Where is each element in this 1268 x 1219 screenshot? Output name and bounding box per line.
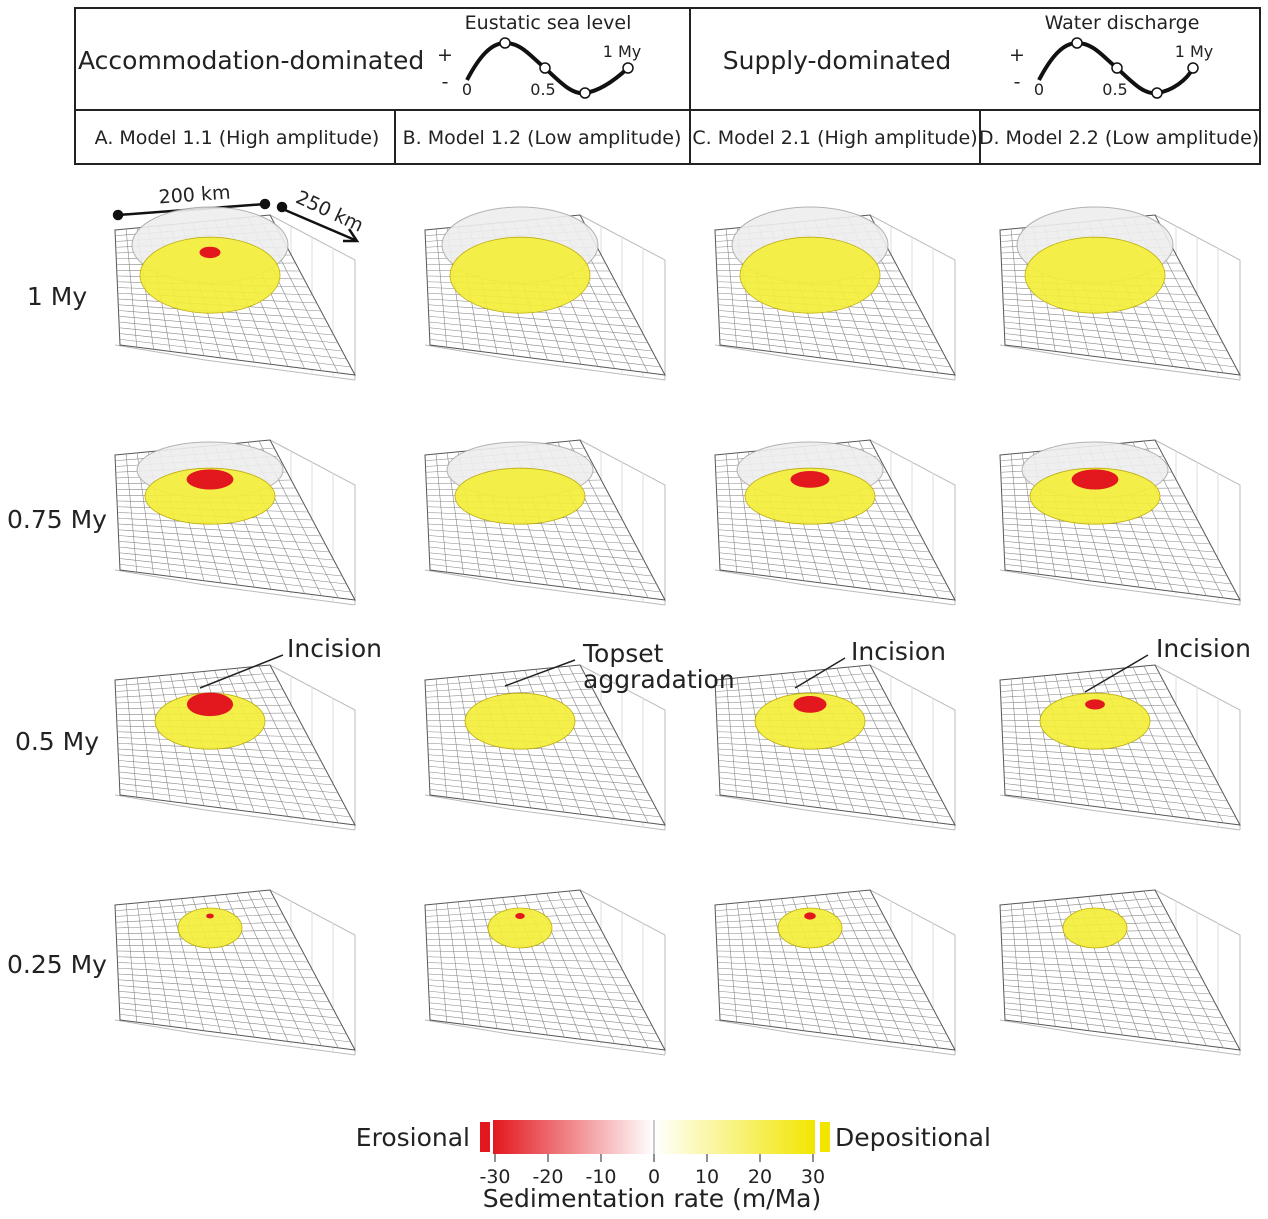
colorbar-label: Sedimentation rate (m/Ma) xyxy=(483,1184,822,1213)
deposit xyxy=(1025,237,1165,313)
figure: Accommodation-dominated Eustatic sea lev… xyxy=(0,0,1268,1215)
t-end: 1 My xyxy=(1175,42,1214,61)
row-label: 1 My xyxy=(27,282,87,311)
annotation: Incision xyxy=(1156,634,1251,663)
t0: 0 xyxy=(1034,80,1044,99)
right-title: Supply-dominated xyxy=(723,46,951,75)
erosion xyxy=(187,693,233,717)
page: Figure {"header":{"left":{"title":"Accom… xyxy=(0,0,1268,1219)
deposit xyxy=(740,237,880,313)
row-label: 0.25 My xyxy=(7,950,107,979)
model-label: C. Model 2.1 (High amplitude) xyxy=(692,127,977,149)
colorbar-right: Depositional xyxy=(835,1123,991,1152)
deposit xyxy=(1063,908,1127,948)
model-label: A. Model 1.1 (High amplitude) xyxy=(95,127,380,149)
curve-label: Eustatic sea level xyxy=(465,12,632,34)
annotation: Incision xyxy=(287,634,382,663)
t-half: 0.5 xyxy=(1102,80,1127,99)
erosion xyxy=(794,696,827,713)
erosion xyxy=(1072,469,1119,489)
minus: - xyxy=(1014,71,1021,93)
plus: + xyxy=(1009,44,1025,66)
plus: + xyxy=(437,44,453,66)
scale-width: 200 km xyxy=(158,182,231,209)
left-title: Accommodation-dominated xyxy=(78,46,424,75)
annotation: Topsetaggradation xyxy=(582,639,735,694)
erosion xyxy=(206,914,214,919)
deposit xyxy=(455,468,585,524)
deposit xyxy=(465,693,575,749)
deposit xyxy=(450,237,590,313)
row-label: 0.75 My xyxy=(7,505,107,534)
row-label: 0.5 My xyxy=(15,727,99,756)
curve-label: Water discharge xyxy=(1045,12,1200,34)
erosion xyxy=(1085,699,1105,709)
body: Accommodation-dominated Eustatic sea lev… xyxy=(0,0,1268,1219)
erosion xyxy=(187,469,234,489)
erosion xyxy=(515,913,525,919)
model-label: B. Model 1.2 (Low amplitude) xyxy=(403,127,682,149)
colorbar xyxy=(480,1120,830,1154)
erosion xyxy=(791,471,830,488)
t-end: 1 My xyxy=(603,42,642,61)
panels xyxy=(115,207,1240,1055)
annotation: Incision xyxy=(851,637,946,666)
model-label: D. Model 2.2 (Low amplitude) xyxy=(979,127,1259,149)
colorbar-ticks: -30-20-100102030 xyxy=(479,1154,825,1188)
erosion xyxy=(804,912,816,919)
erosion xyxy=(200,247,221,258)
colorbar-left: Erosional xyxy=(356,1123,470,1152)
t0: 0 xyxy=(462,80,472,99)
t-half: 0.5 xyxy=(530,80,555,99)
minus: - xyxy=(442,71,449,93)
